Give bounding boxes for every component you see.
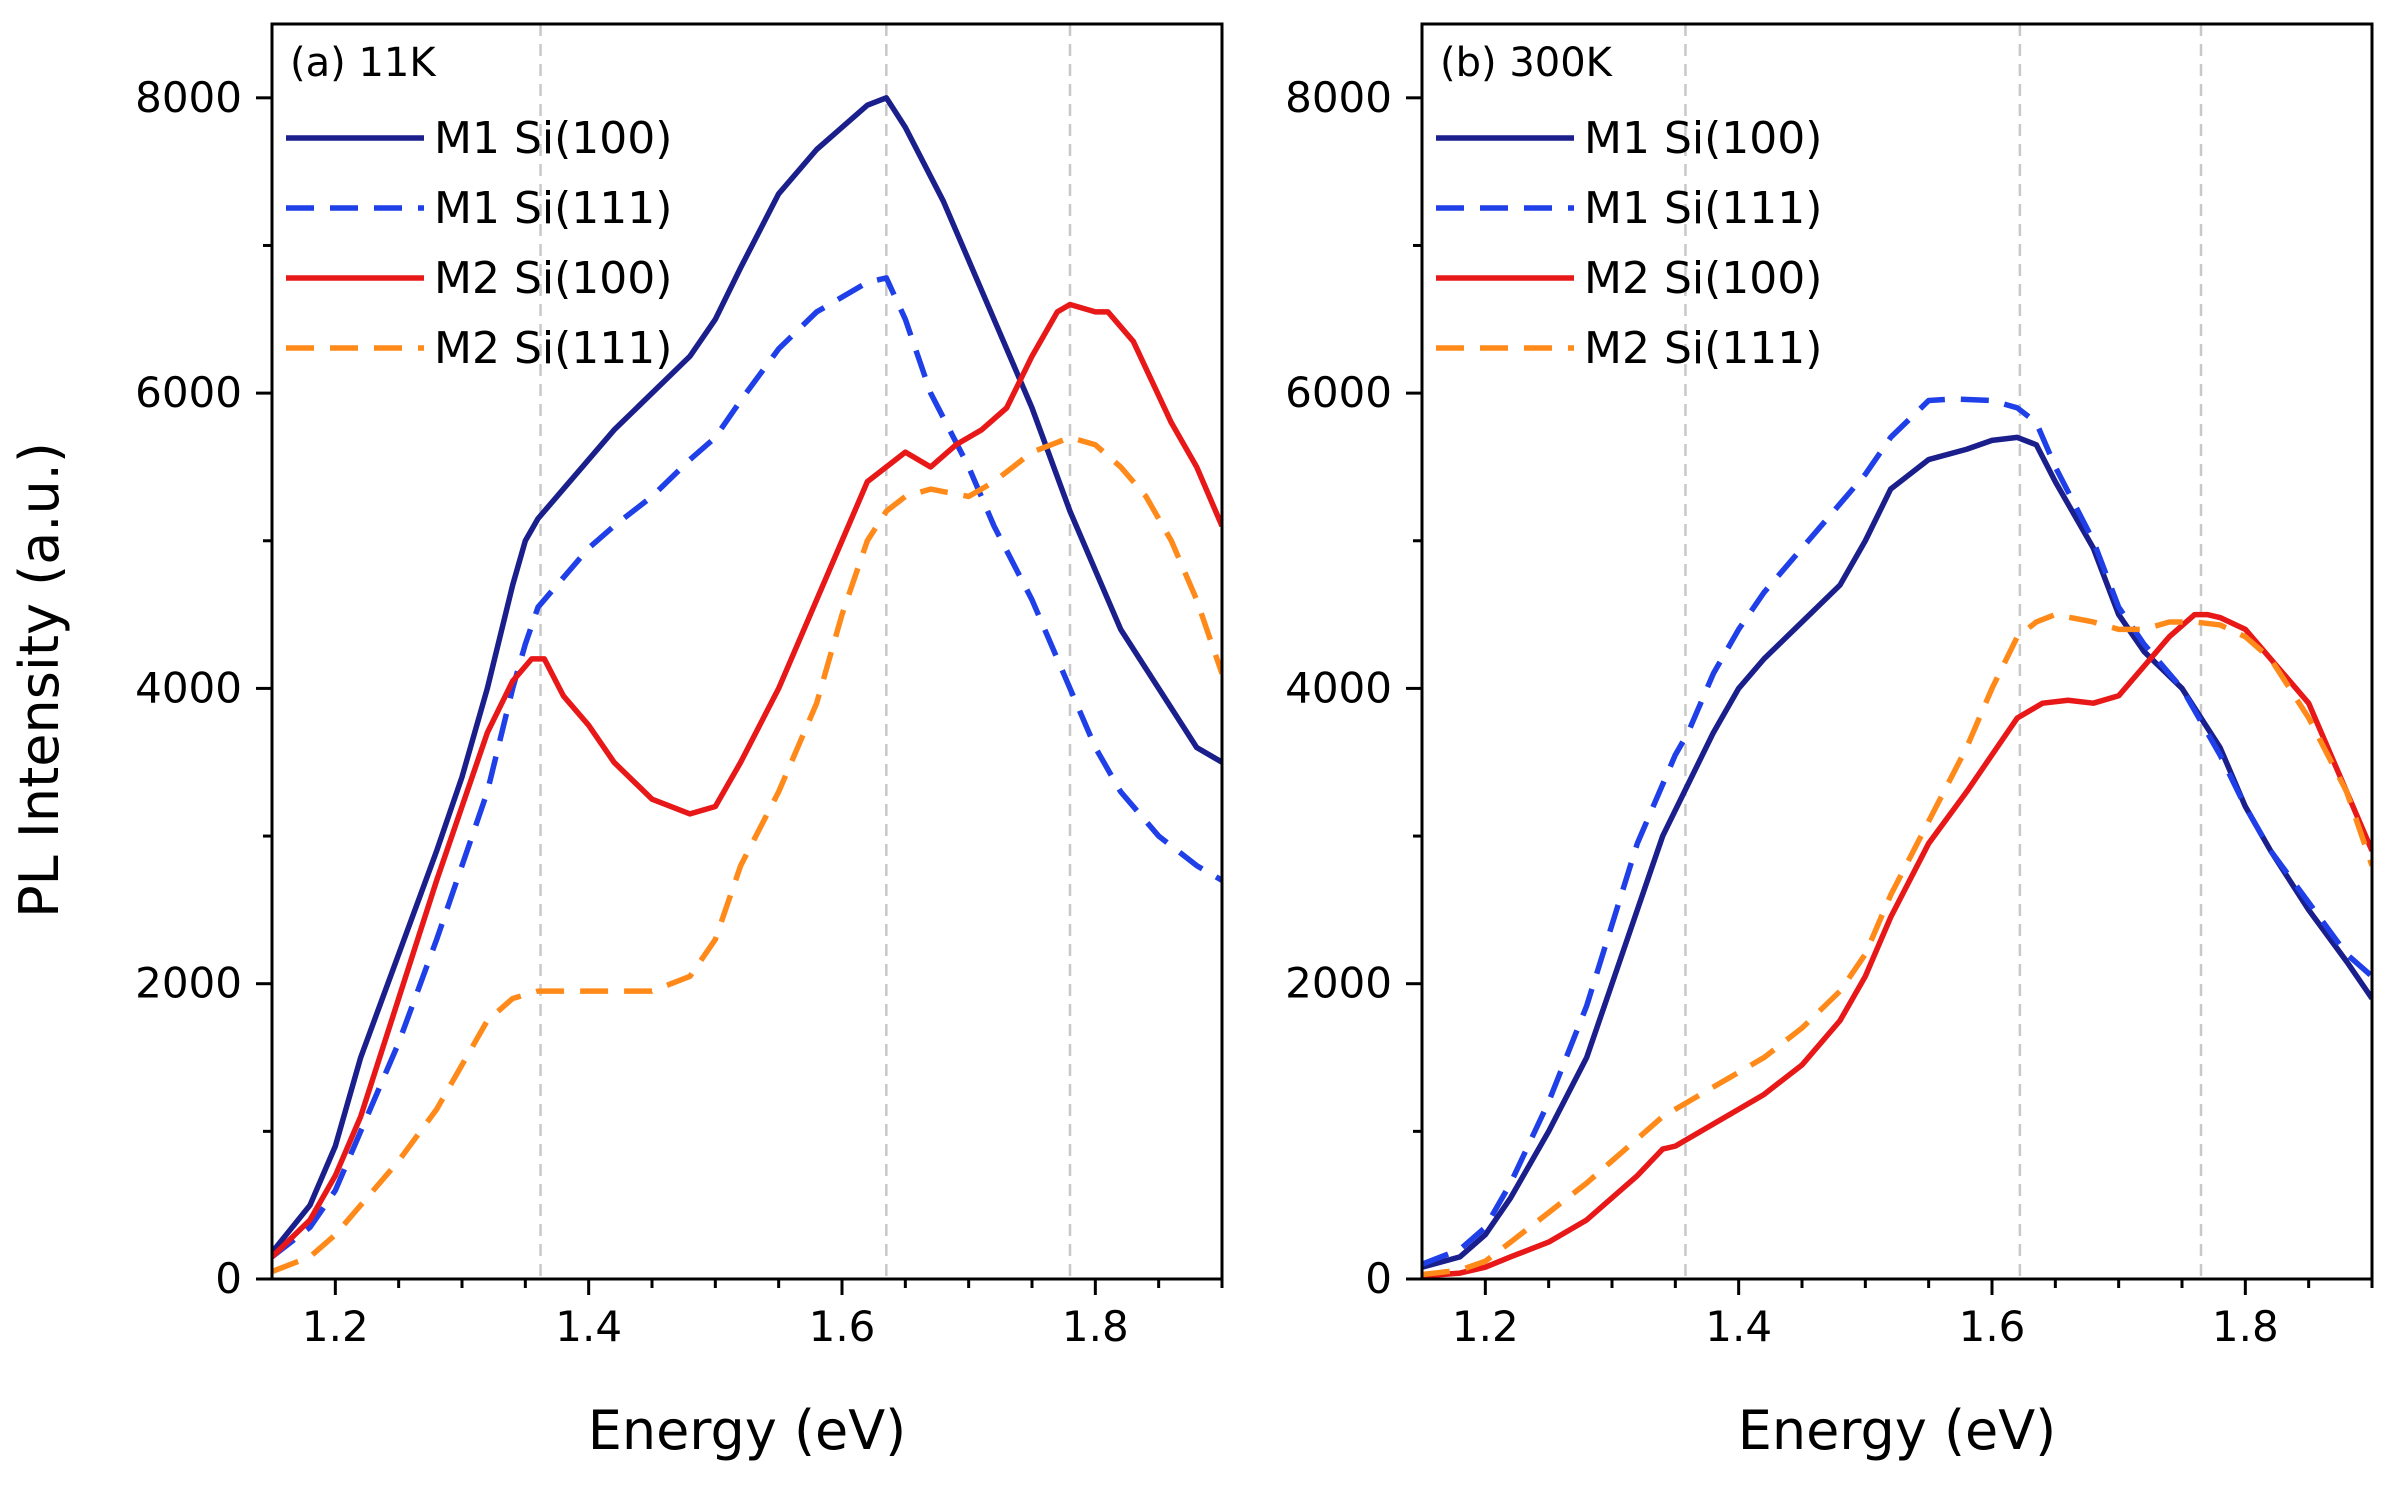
y-tick-label: 4000 — [1285, 663, 1392, 712]
series-group — [272, 95, 1222, 1275]
legend-label: M2 Si(111) — [434, 323, 672, 374]
y-tick-label: 6000 — [135, 368, 242, 417]
series-line-m1-si-111- — [272, 275, 1222, 1260]
legend: M1 Si(100) M1 Si(111) M2 Si(100) M2 Si(111) — [1436, 113, 1822, 374]
y-axis-label: PL Intensity (a.u.) — [8, 442, 71, 918]
legend-label: M1 Si(111) — [1584, 183, 1822, 234]
x-tick-label: 1.8 — [1062, 1302, 1129, 1351]
series-line-m1-si-100- — [1422, 434, 2372, 1270]
legend-label: M2 Si(111) — [1584, 323, 1822, 374]
legend-label: M1 Si(111) — [434, 183, 672, 234]
chart-panel-2: 1.2 1.4 1.6 1.8 0 2000 4000 6000 8000 Energy (eV)… — [1285, 22, 2374, 1462]
x-axis-label: Energy (eV) — [1738, 1399, 2057, 1462]
series-group — [1422, 396, 2372, 1279]
y-tick-label: 2000 — [1285, 959, 1392, 1008]
y-tick-label: 4000 — [135, 663, 242, 712]
x-tick-label: 1.2 — [1452, 1302, 1519, 1351]
series-line-m2-si-100- — [272, 301, 1222, 1259]
x-tick-label: 1.6 — [1959, 1302, 2026, 1351]
x-tick-label: 1.4 — [555, 1302, 622, 1351]
series-line-m2-si-100- — [1422, 611, 2372, 1279]
series-line-m2-si-111- — [272, 434, 1222, 1275]
plot-frame — [1420, 22, 2374, 1281]
series-line-m2-si-111- — [1422, 611, 2372, 1278]
legend-label: M1 Si(100) — [434, 113, 672, 164]
panel-title: (a) 11K — [290, 40, 437, 86]
plot-frame — [270, 22, 1224, 1281]
x-tick-label: 1.6 — [809, 1302, 876, 1351]
legend-label: M2 Si(100) — [1584, 253, 1822, 304]
y-tick-label: 2000 — [135, 959, 242, 1008]
series-line-m1-si-111- — [1422, 396, 2372, 1267]
series-line-m1-si-100- — [272, 95, 1222, 1255]
legend-label: M2 Si(100) — [434, 253, 672, 304]
x-tick-label: 1.2 — [302, 1302, 369, 1351]
panel-title: (b) 300K — [1440, 40, 1614, 86]
y-tick-label: 8000 — [135, 73, 242, 122]
legend-label: M1 Si(100) — [1584, 113, 1822, 164]
chart-panel-1: 1.2 1.4 1.6 1.8 0 2000 4000 6000 8000 Energy (eV)… — [135, 22, 1224, 1462]
x-tick-label: 1.4 — [1705, 1302, 1772, 1351]
x-tick-label: 1.8 — [2212, 1302, 2279, 1351]
y-tick-label: 0 — [1365, 1254, 1392, 1303]
y-tick-label: 6000 — [1285, 368, 1392, 417]
legend: M1 Si(100) M1 Si(111) M2 Si(100) M2 Si(111) — [286, 113, 672, 374]
y-tick-label: 0 — [215, 1254, 242, 1303]
x-axis-label: Energy (eV) — [588, 1399, 907, 1462]
y-tick-label: 8000 — [1285, 73, 1392, 122]
